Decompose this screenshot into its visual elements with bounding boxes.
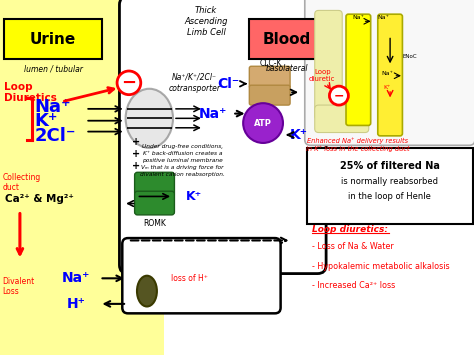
Ellipse shape bbox=[137, 276, 157, 306]
Text: CLC-K: CLC-K bbox=[260, 59, 283, 69]
Text: K⁺: K⁺ bbox=[290, 128, 308, 142]
Text: Na⁺: Na⁺ bbox=[381, 71, 393, 76]
Text: Collecting
duct: Collecting duct bbox=[2, 173, 41, 192]
FancyBboxPatch shape bbox=[249, 20, 324, 59]
FancyBboxPatch shape bbox=[346, 14, 371, 125]
FancyBboxPatch shape bbox=[315, 10, 342, 120]
FancyBboxPatch shape bbox=[305, 0, 474, 145]
Text: Urine: Urine bbox=[30, 32, 76, 47]
Text: Blood: Blood bbox=[263, 32, 311, 47]
Text: K⁺: K⁺ bbox=[186, 190, 202, 203]
FancyBboxPatch shape bbox=[307, 148, 473, 224]
Text: Enhanced Na⁺ delivery results
in K⁺ loss in the collecting duct: Enhanced Na⁺ delivery results in K⁺ loss… bbox=[306, 137, 410, 152]
Text: Loop diuretics:: Loop diuretics: bbox=[312, 225, 388, 234]
Text: 25% of filtered Na: 25% of filtered Na bbox=[340, 161, 439, 171]
Text: - Increased Ca²⁺ loss: - Increased Ca²⁺ loss bbox=[312, 282, 395, 290]
Text: is normally reabsorbed: is normally reabsorbed bbox=[341, 177, 438, 186]
Text: Cl⁻: Cl⁻ bbox=[218, 77, 239, 91]
FancyBboxPatch shape bbox=[122, 238, 281, 313]
FancyBboxPatch shape bbox=[249, 85, 290, 105]
Text: Na⁺: Na⁺ bbox=[377, 16, 389, 21]
Text: Thick
Ascending
Limb Cell: Thick Ascending Limb Cell bbox=[184, 6, 228, 37]
Text: Loop
Diuretics: Loop Diuretics bbox=[4, 82, 57, 103]
Text: +: + bbox=[132, 137, 141, 147]
Text: in the loop of Henle: in the loop of Henle bbox=[348, 192, 431, 201]
Circle shape bbox=[117, 71, 141, 95]
Ellipse shape bbox=[126, 89, 173, 148]
Text: Loop
diuretic: Loop diuretic bbox=[309, 69, 336, 82]
Circle shape bbox=[329, 86, 348, 105]
Text: - Loss of Na & Water: - Loss of Na & Water bbox=[312, 242, 393, 251]
Text: - Hypokalemic metabolic alkalosis: - Hypokalemic metabolic alkalosis bbox=[312, 262, 449, 271]
Text: Ca²⁺ & Mg²⁺: Ca²⁺ & Mg²⁺ bbox=[5, 194, 73, 204]
Text: K⁺: K⁺ bbox=[383, 85, 391, 90]
Text: −: − bbox=[334, 89, 344, 102]
FancyBboxPatch shape bbox=[378, 14, 402, 136]
Text: Na⁺: Na⁺ bbox=[352, 16, 365, 21]
FancyBboxPatch shape bbox=[4, 20, 102, 59]
Text: Divalent
Loss: Divalent Loss bbox=[2, 277, 35, 296]
Text: Na⁺: Na⁺ bbox=[199, 106, 228, 121]
Text: −: − bbox=[121, 74, 137, 92]
Text: lumen / tubular: lumen / tubular bbox=[24, 64, 82, 73]
Text: 2Cl⁻: 2Cl⁻ bbox=[34, 127, 76, 145]
FancyBboxPatch shape bbox=[135, 191, 174, 215]
Text: ENoC: ENoC bbox=[403, 54, 418, 59]
Text: ROMK: ROMK bbox=[143, 219, 166, 228]
Text: +: + bbox=[132, 161, 141, 171]
Text: basolateral: basolateral bbox=[265, 64, 308, 73]
Bar bbox=[242, 0, 318, 265]
Text: Na⁺: Na⁺ bbox=[34, 98, 71, 115]
Text: loss of H⁺: loss of H⁺ bbox=[171, 274, 208, 283]
Bar bbox=[0, 0, 164, 355]
FancyBboxPatch shape bbox=[135, 172, 174, 196]
Text: +: + bbox=[132, 149, 141, 159]
Text: Under drug-free conditions,
K⁺ back-diffusion creates a
positive luminal membran: Under drug-free conditions, K⁺ back-diff… bbox=[140, 144, 225, 178]
Text: K⁺: K⁺ bbox=[34, 112, 58, 130]
FancyBboxPatch shape bbox=[315, 105, 369, 132]
Text: Na⁺/K⁺/2Cl⁻
cotransporter: Na⁺/K⁺/2Cl⁻ cotransporter bbox=[168, 73, 220, 93]
Circle shape bbox=[243, 103, 283, 143]
Text: ATP: ATP bbox=[254, 119, 272, 127]
Text: Na⁺: Na⁺ bbox=[62, 271, 90, 285]
FancyBboxPatch shape bbox=[119, 0, 326, 274]
Text: H⁺: H⁺ bbox=[66, 297, 85, 311]
FancyBboxPatch shape bbox=[249, 66, 290, 88]
